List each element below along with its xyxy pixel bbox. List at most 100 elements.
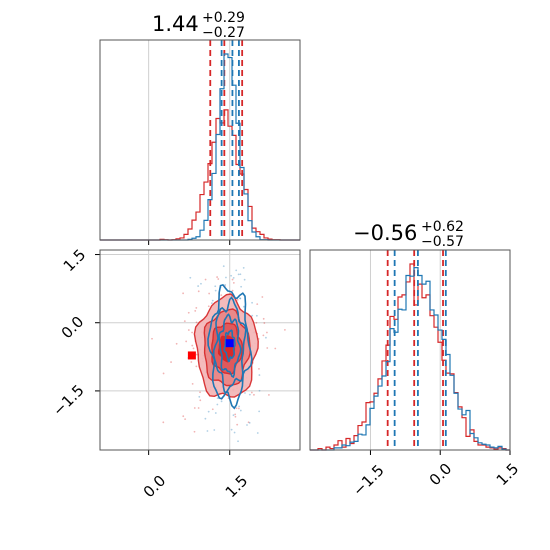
- bl-scatter-point-1-155: [207, 410, 210, 413]
- bl-scatter-point-1-143: [224, 284, 227, 286]
- bl-scatter-point-1-6: [240, 285, 243, 288]
- bl-scatter-point-0-140: [262, 317, 265, 320]
- bl-scatter-point-0-148: [255, 321, 258, 324]
- bl-scatter-point-0-111: [195, 321, 198, 324]
- bl-scatter-point-1-36: [243, 278, 246, 281]
- histogram-panel-top-left: [99, 39, 301, 245]
- bl-scatter-point-0-3: [250, 391, 253, 394]
- bl-scatter-point-1-53: [214, 289, 217, 292]
- bl-scatter-point-0-116: [217, 278, 220, 280]
- title-bottom-right-minus: −0.57: [421, 234, 464, 250]
- bl-scatter-point-1-129: [204, 417, 207, 420]
- bl-scatter-point-1-66: [239, 297, 242, 300]
- bl-scatter-point-0-28: [191, 331, 193, 334]
- tick-label-bl-x-0: 0.0: [140, 472, 170, 502]
- bl-scatter-point-1-119: [239, 297, 241, 300]
- bl-scatter-point-1-41: [242, 305, 245, 308]
- bl-scatter-point-1-11: [239, 273, 242, 276]
- bl-scatter-point-1-102: [230, 428, 233, 431]
- bl-scatter-point-0-4: [197, 407, 200, 409]
- bl-scatter-point-0-37: [204, 278, 207, 281]
- bl-scatter-point-0-158: [236, 298, 239, 301]
- tick-label-br-x-0: −1.5: [349, 461, 387, 499]
- bl-scatter-point-0-13: [266, 331, 268, 334]
- bl-scatter-point-0-131: [187, 329, 190, 331]
- tick-label-bl-x-1: 1.5: [222, 472, 252, 502]
- br-hist-series-0: [310, 263, 510, 451]
- tick-label-bl-y-1: 0.0: [58, 313, 88, 343]
- bl-scatter-point-0-14: [235, 407, 238, 410]
- bl-blue-contour-3: [207, 283, 253, 410]
- bl-scatter-point-0-150: [261, 296, 264, 298]
- bl-scatter-point-0-27: [220, 294, 223, 297]
- bl-scatter-point-0-24: [170, 361, 172, 363]
- tl-frame: [99, 39, 301, 241]
- bl-scatter-point-1-54: [248, 421, 251, 424]
- bl-scatter-point-1-13: [214, 285, 217, 288]
- bl-scatter-point-0-38: [253, 393, 255, 396]
- tick-label-br-x-2: 1.5: [493, 460, 523, 490]
- bl-scatter-point-0-103: [184, 418, 187, 421]
- bl-scatter-point-0-90: [185, 340, 188, 343]
- bl-scatter-point-1-159: [237, 273, 240, 276]
- bl-marker-0: [187, 351, 196, 360]
- bl-blue-contour-2: [212, 296, 247, 394]
- bl-scatter-point-0-10: [199, 391, 201, 394]
- bl-scatter-point-1-35: [251, 301, 253, 304]
- bl-scatter-point-0-12: [197, 290, 200, 293]
- bl-scatter-point-0-0: [182, 415, 185, 418]
- bl-scatter-point-0-8: [211, 408, 214, 411]
- bl-scatter-point-0-19: [207, 305, 210, 308]
- bl-scatter-point-1-30: [258, 410, 261, 413]
- bl-scatter-point-0-151: [234, 413, 237, 416]
- histogram-panel-bottom-right: [309, 249, 511, 455]
- bl-scatter-point-1-113: [255, 314, 258, 317]
- bl-scatter-point-0-102: [193, 430, 196, 433]
- bl-scatter-point-0-104: [284, 328, 286, 331]
- bl-scatter-point-0-122: [266, 347, 269, 349]
- bl-scatter-point-1-121: [248, 393, 251, 396]
- bl-scatter-point-0-44: [193, 407, 196, 409]
- bl-scatter-point-1-132: [211, 299, 214, 302]
- tick-label-bl-y-0: −1.5: [49, 381, 87, 419]
- scatter-contour-panel-bottom-left: [95, 249, 301, 455]
- bl-scatter-point-1-108: [233, 431, 236, 434]
- title-bottom-right-main: −0.56: [353, 221, 417, 245]
- bl-scatter-point-0-68: [192, 347, 195, 350]
- tick-label-bl-y-2: 1.5: [60, 246, 90, 276]
- bl-scatter-point-0-55: [237, 407, 240, 410]
- bl-frame: [99, 249, 301, 451]
- bl-scatter-point-1-61: [246, 424, 248, 426]
- bl-scatter-point-0-32: [187, 311, 190, 314]
- bl-scatter-point-0-45: [247, 421, 250, 424]
- bl-scatter-point-0-155: [256, 303, 259, 306]
- br-frame: [309, 249, 511, 451]
- bl-scatter-point-0-133: [231, 278, 234, 281]
- bl-scatter-point-0-76: [196, 353, 198, 356]
- bl-scatter-point-0-79: [195, 307, 198, 309]
- bl-scatter-point-0-26: [268, 394, 270, 396]
- bl-scatter-point-0-34: [232, 281, 235, 284]
- br-hist-series-1: [310, 266, 510, 451]
- title-top-left-minus: −0.27: [202, 25, 245, 41]
- bl-scatter-point-0-137: [190, 361, 193, 363]
- bl-scatter-point-0-108: [199, 399, 202, 402]
- bl-scatter-point-1-68: [242, 266, 245, 269]
- bl-scatter-point-0-7: [231, 289, 234, 292]
- tl-hist-series-0: [100, 109, 300, 241]
- bl-scatter-point-1-103: [189, 276, 192, 279]
- bl-scatter-point-0-124: [194, 310, 197, 312]
- bl-scatter-point-1-149: [213, 429, 216, 431]
- bl-scatter-point-0-17: [151, 337, 153, 340]
- bl-scatter-point-1-124: [198, 395, 201, 398]
- bl-scatter-point-0-60: [191, 344, 194, 347]
- bl-scatter-point-0-82: [191, 383, 194, 385]
- bl-scatter-point-1-114: [210, 302, 213, 305]
- bl-scatter-point-0-157: [195, 365, 198, 368]
- title-top-left-plus: +0.29: [202, 10, 245, 26]
- bl-scatter-point-1-95: [232, 276, 235, 279]
- bl-scatter-point-1-158: [265, 336, 267, 339]
- bl-scatter-point-0-147: [234, 415, 237, 418]
